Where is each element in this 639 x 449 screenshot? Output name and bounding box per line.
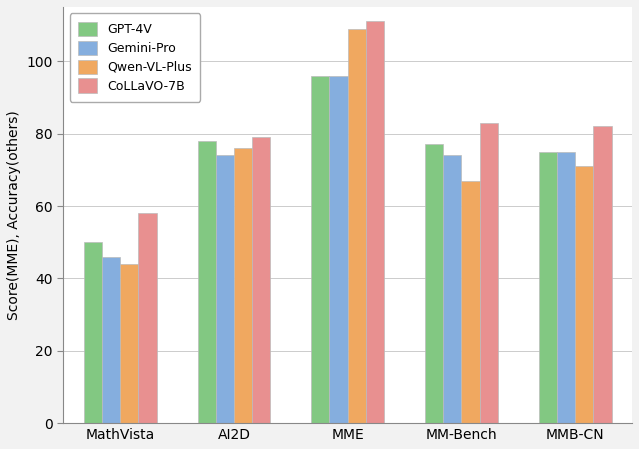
Bar	[216, 155, 234, 423]
Bar	[311, 76, 330, 423]
Bar	[139, 213, 157, 423]
Bar	[443, 155, 461, 423]
Bar	[461, 180, 480, 423]
Bar	[252, 137, 270, 423]
Bar	[425, 145, 443, 423]
Bar	[557, 152, 575, 423]
Bar	[234, 148, 252, 423]
Bar	[84, 242, 102, 423]
Bar	[330, 76, 348, 423]
Bar	[197, 141, 216, 423]
Bar	[120, 264, 139, 423]
Bar	[366, 22, 384, 423]
Bar	[594, 126, 612, 423]
Y-axis label: Score(MME), Accuracy(others): Score(MME), Accuracy(others)	[7, 110, 21, 320]
Bar	[539, 152, 557, 423]
Bar	[480, 123, 498, 423]
Legend: GPT-4V, Gemini-Pro, Qwen-VL-Plus, CoLLaVO-7B: GPT-4V, Gemini-Pro, Qwen-VL-Plus, CoLLaV…	[70, 13, 201, 101]
Bar	[102, 257, 120, 423]
Bar	[575, 166, 594, 423]
Bar	[348, 29, 366, 423]
